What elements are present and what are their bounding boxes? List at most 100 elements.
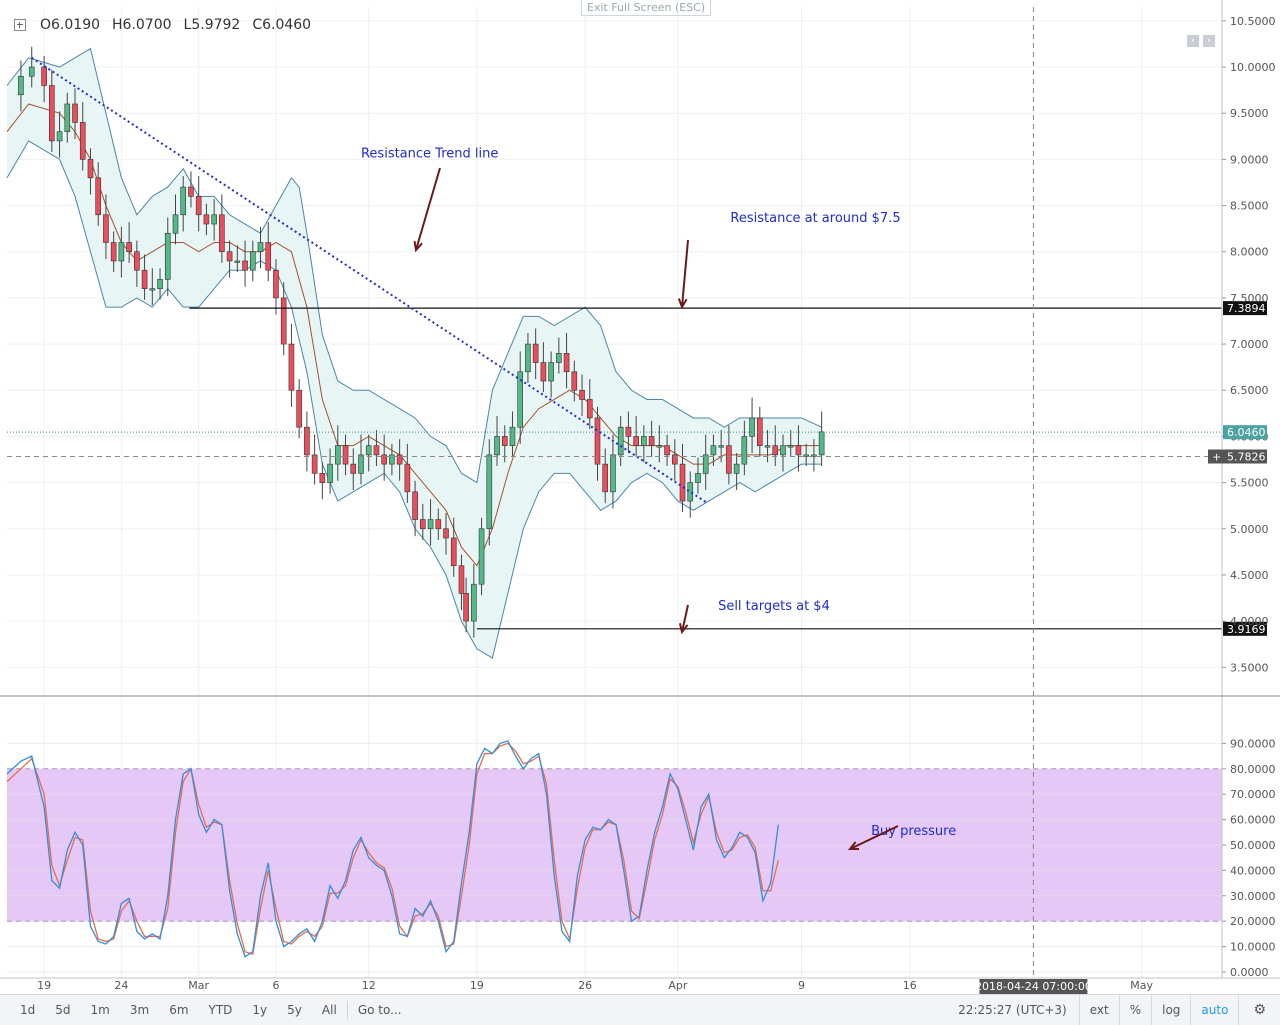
arrow-buy-pressure-head: [847, 841, 860, 851]
collapse-legend-icon[interactable]: [14, 19, 26, 31]
candle-body: [733, 463, 740, 474]
candle-body: [702, 454, 709, 474]
candle-body: [64, 103, 71, 132]
candle-body: [249, 251, 256, 271]
candle-body: [280, 297, 287, 345]
stoch-tick-label: 20.0000: [1230, 915, 1276, 928]
candle-body: [517, 371, 524, 428]
candle-body: [571, 371, 578, 391]
candle-body: [226, 251, 233, 262]
percent-scale-toggle[interactable]: %: [1118, 995, 1151, 1025]
candle-body: [172, 214, 179, 234]
time-tick-label: 6: [272, 979, 279, 992]
candle-body: [633, 436, 639, 446]
candle-body: [288, 343, 295, 391]
candle-body: [350, 463, 357, 474]
candle-body: [311, 454, 318, 474]
reset-chart-icon[interactable]: ›: [1203, 35, 1215, 47]
candle-body: [234, 260, 241, 263]
candle-body: [164, 232, 171, 280]
annotation-trend-line: Resistance Trend line: [361, 147, 498, 162]
time-tick-label: 19: [470, 979, 484, 992]
time-tick-label: 16: [903, 979, 917, 992]
candle-body: [41, 66, 47, 86]
stoch-tick-label: 40.0000: [1230, 864, 1276, 877]
candle-body: [795, 445, 802, 456]
candle-body: [772, 445, 779, 456]
crosshair-date-label: 2018-04-24 07:00:00: [975, 980, 1092, 993]
candle-body: [679, 463, 686, 502]
candle-body: [718, 445, 724, 448]
candle-body: [602, 463, 609, 493]
chart-nav-buttons: ‹ ›: [1187, 35, 1215, 47]
cursor-price-label: 5.7826: [1227, 450, 1266, 463]
last-price-tag: [1223, 425, 1267, 440]
candle-body: [49, 85, 55, 142]
arrow-buy-pressure: [849, 825, 899, 850]
bottom-toolbar: 1d 5d 1m 3m 6m YTD 1y 5y All Go to... 22…: [0, 994, 1280, 1025]
candle-body: [525, 343, 531, 373]
exit-fullscreen-button[interactable]: Exit Full Screen (ESC): [581, 0, 712, 16]
candle-body: [443, 528, 449, 539]
arrow-resistance-head: [677, 298, 688, 310]
clock-display[interactable]: 22:25:27 (UTC+3): [958, 1003, 1067, 1017]
log-scale-toggle[interactable]: log: [1151, 995, 1190, 1025]
candle-body: [563, 353, 570, 373]
candle-body: [180, 186, 187, 216]
candle-body: [594, 417, 601, 465]
price-tick-label: 7.0000: [1230, 338, 1269, 351]
time-tick-label: Apr: [668, 979, 688, 992]
candle-body: [803, 454, 809, 457]
candle-body: [327, 463, 333, 483]
price-tick-label: 3.5000: [1230, 661, 1269, 674]
range-ytd[interactable]: YTD: [208, 1003, 233, 1017]
time-tick-label: May: [1130, 979, 1153, 992]
candle-body: [420, 519, 426, 530]
price-tick-label: 10.0000: [1230, 61, 1276, 74]
arrow-trend-line-head: [413, 240, 423, 253]
arrow-trend-line: [415, 167, 441, 251]
candle-body: [296, 389, 302, 428]
range-5y[interactable]: 5y: [287, 1003, 302, 1017]
arrow-sell-targets-head: [678, 623, 689, 635]
bollinger-basis: [6, 103, 822, 567]
chart-canvas[interactable]: 7.3894 3.9169 10.5000 10.0000 9.5000 9.0000 8.…: [0, 0, 1280, 994]
gear-icon[interactable]: ⚙: [1238, 995, 1280, 1025]
candle-body: [141, 269, 148, 289]
scroll-back-icon[interactable]: ‹: [1187, 35, 1199, 47]
toolbar-right: 22:25:27 (UTC+3) ext % log auto ⚙: [946, 995, 1280, 1025]
candle-body: [486, 454, 493, 530]
time-tick-label: 9: [798, 979, 805, 992]
price-tick-label: 10.5000: [1230, 15, 1276, 28]
extended-hours-toggle[interactable]: ext: [1078, 995, 1119, 1025]
candle-body: [540, 362, 547, 382]
candle-body: [110, 242, 117, 262]
candle-body: [664, 445, 670, 456]
candle-body: [478, 528, 485, 585]
candle-body: [219, 214, 225, 253]
candle-body: [818, 431, 825, 456]
level-price-label: 7.3894: [1227, 302, 1266, 315]
candle-body: [358, 454, 364, 474]
range-5d[interactable]: 5d: [55, 1003, 71, 1017]
candle-body: [458, 565, 465, 594]
range-1y[interactable]: 1y: [252, 1003, 268, 1017]
price-tick-label: 4.0000: [1230, 615, 1269, 628]
range-3m[interactable]: 3m: [129, 1003, 150, 1017]
range-all[interactable]: All: [321, 1003, 337, 1017]
candle-body: [579, 389, 585, 400]
time-tick-label: 26: [578, 979, 592, 992]
range-6m[interactable]: 6m: [169, 1003, 189, 1017]
candle-body: [648, 436, 655, 446]
candle-body: [427, 519, 434, 530]
price-tick-label: 5.0000: [1230, 523, 1269, 536]
goto-button[interactable]: Go to...: [357, 1003, 402, 1017]
candle-body: [188, 186, 194, 197]
bollinger-fill: [7, 48, 822, 659]
range-1d[interactable]: 1d: [20, 1003, 36, 1017]
range-1m[interactable]: 1m: [90, 1003, 110, 1017]
candle-body: [404, 463, 411, 493]
price-tick-label: 6.5000: [1230, 384, 1269, 397]
auto-scale-toggle[interactable]: auto: [1190, 995, 1238, 1025]
candle-body: [242, 260, 248, 271]
